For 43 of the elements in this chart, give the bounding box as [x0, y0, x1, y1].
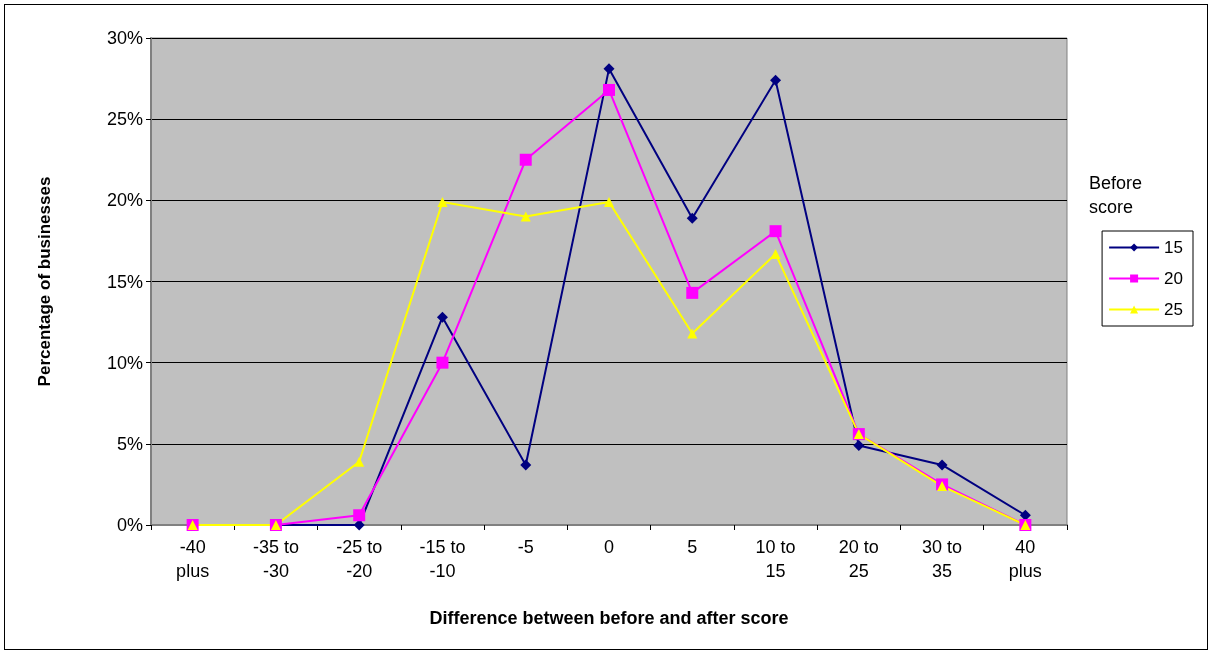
- point: [603, 83, 615, 96]
- legend-label: 15: [1164, 238, 1184, 257]
- point: [603, 63, 615, 75]
- point: [853, 439, 865, 451]
- point: [686, 286, 699, 299]
- y-axis-title: Percentage of businesses: [35, 176, 54, 387]
- x-tick-label: 30 to 35: [922, 537, 963, 581]
- x-tick-label: 5: [687, 537, 698, 557]
- x-axis-title: Difference between before and after score: [429, 608, 789, 628]
- x-tick-label: -5: [517, 537, 534, 557]
- point: [769, 225, 782, 238]
- point: [436, 311, 448, 323]
- point: [520, 459, 532, 471]
- point: [936, 459, 948, 471]
- point: [770, 248, 781, 259]
- point: [687, 328, 698, 339]
- x-tick-label: -40 plus: [176, 537, 210, 581]
- point: [520, 211, 531, 222]
- y-tick-label: 20%: [106, 190, 143, 211]
- point: [519, 153, 532, 166]
- point: [604, 196, 614, 207]
- y-tick-label: 25%: [106, 109, 143, 130]
- point: [437, 196, 448, 207]
- legend-label: 20: [1164, 269, 1184, 288]
- y-tick-label: 0%: [116, 515, 143, 535]
- x-tick-label: 20 to 25: [838, 537, 879, 581]
- y-tick-label: 5%: [116, 433, 143, 454]
- legend-label: 25: [1164, 300, 1184, 319]
- y-tick-label: 15%: [106, 271, 143, 292]
- legend-title: Before score: [1089, 173, 1148, 217]
- x-tick-label: -35 to -30: [252, 537, 299, 581]
- point: [436, 356, 449, 369]
- point: [353, 509, 366, 522]
- y-tick-label: 10%: [106, 352, 143, 373]
- point: [354, 456, 365, 467]
- x-tick-label: -25 to -20: [336, 537, 383, 581]
- point: [770, 74, 782, 86]
- x-tick-label: 10 to 15: [755, 537, 796, 581]
- x-tick-label: 40 plus: [1008, 537, 1042, 581]
- point: [686, 212, 698, 224]
- x-tick-label: -15 to -10: [419, 537, 466, 581]
- x-tick-label: 0: [603, 537, 615, 557]
- y-tick-label: 30%: [106, 28, 143, 48]
